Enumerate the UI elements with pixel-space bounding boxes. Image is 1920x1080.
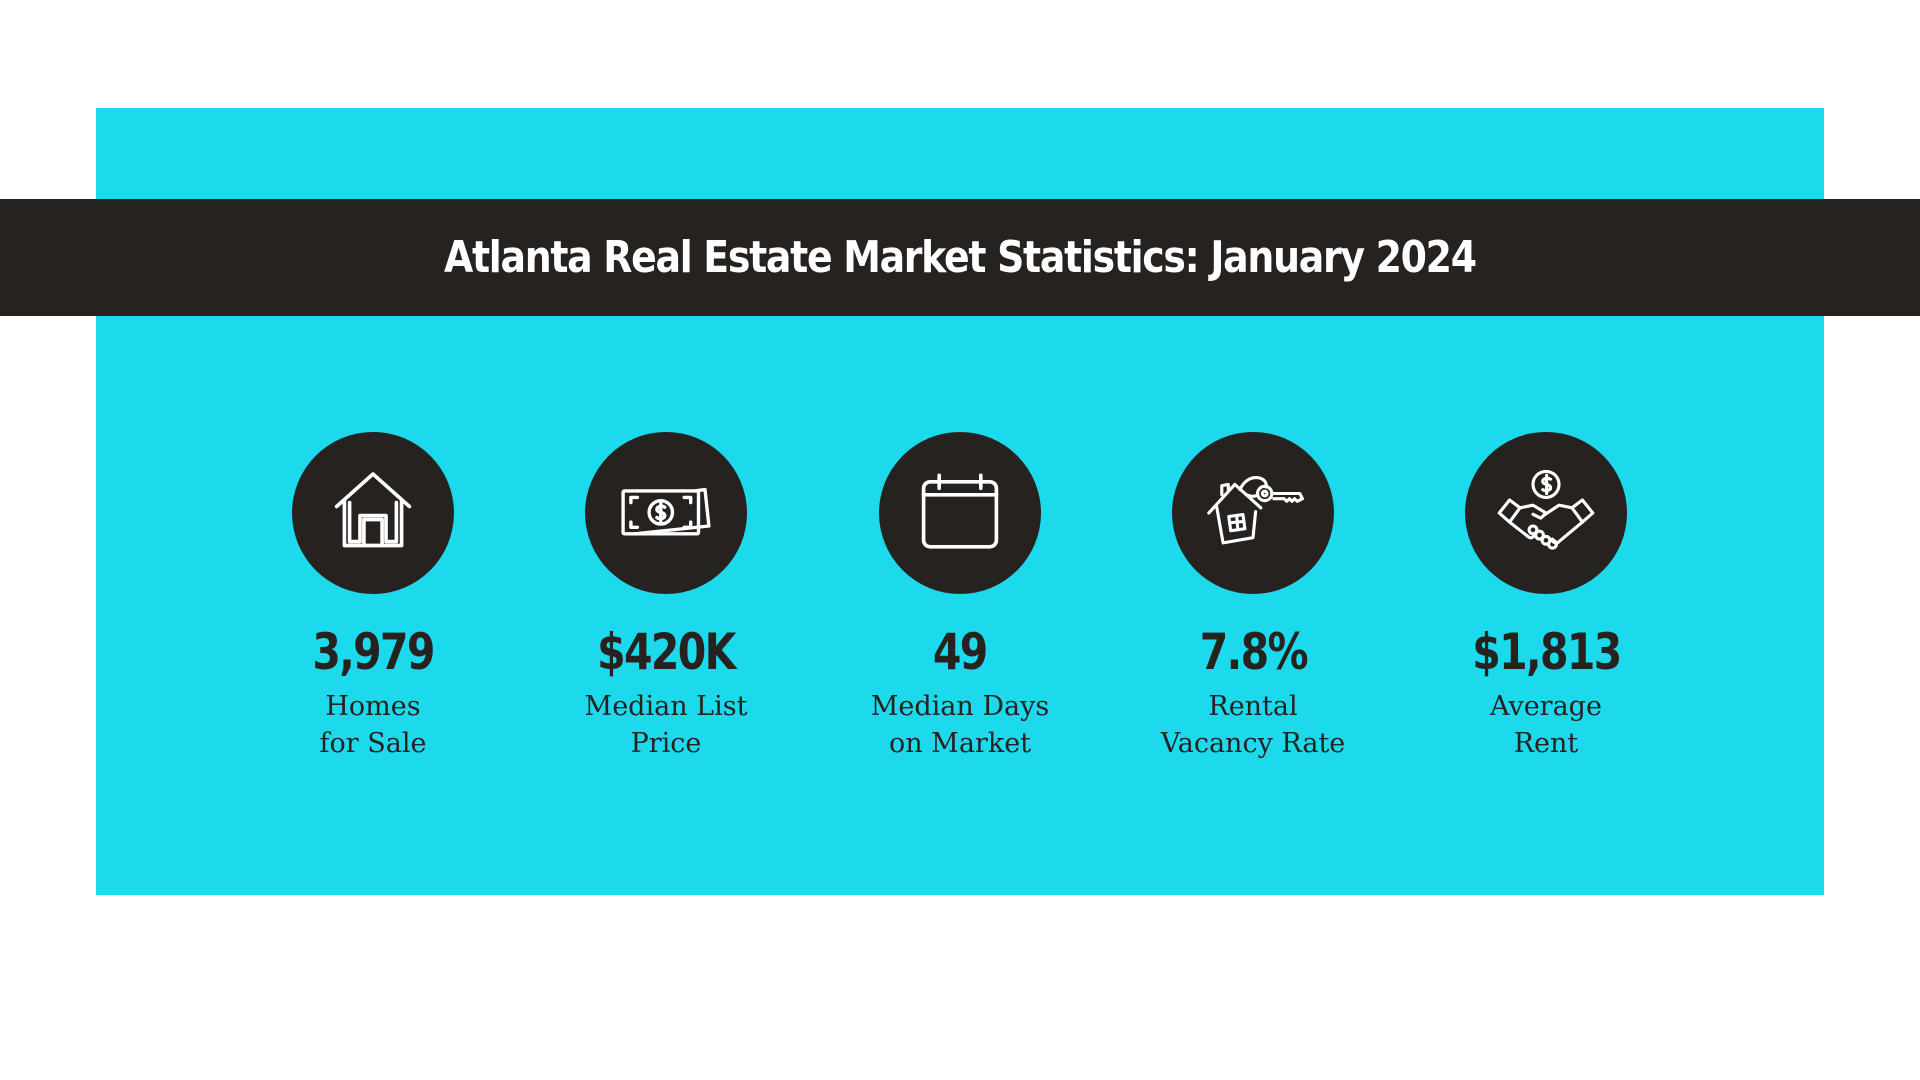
icon-circle xyxy=(1172,432,1334,594)
icon-circle xyxy=(585,432,747,594)
stat-label-line: on Market xyxy=(888,728,1032,759)
house-key-icon xyxy=(1207,476,1304,545)
handshake-dollar-icon xyxy=(1497,469,1595,550)
stat-label-line: Median List xyxy=(584,691,748,722)
stat-value: 7.8% xyxy=(1199,623,1308,681)
stat-label-line: Rent xyxy=(1513,728,1579,759)
stat-label-line: Homes xyxy=(325,691,421,722)
icon-circle xyxy=(879,432,1041,594)
stat-label-line: Median Days xyxy=(870,691,1050,722)
stat-rental-vacancy-rate: 7.8% Rental Vacancy Rate xyxy=(1123,432,1383,762)
stat-label-line: for Sale xyxy=(319,728,427,759)
icon-circle xyxy=(1465,432,1627,594)
stat-value: 49 xyxy=(933,623,988,681)
stat-homes-for-sale: 3,979 Homes for Sale xyxy=(243,432,503,762)
stat-label: Rental Vacancy Rate xyxy=(1161,688,1346,762)
stat-label: Median List Price xyxy=(585,688,748,762)
stat-label-line: Rental xyxy=(1208,691,1298,722)
stat-median-list-price: $420K Median List Price xyxy=(536,432,796,762)
stat-value: $1,813 xyxy=(1471,623,1622,681)
page-title: Atlanta Real Estate Market Statistics: J… xyxy=(444,232,1477,283)
calendar-icon xyxy=(921,473,999,549)
house-icon xyxy=(334,472,412,548)
stat-label-line: Vacancy Rate xyxy=(1160,728,1346,759)
title-banner: Atlanta Real Estate Market Statistics: J… xyxy=(0,199,1920,316)
stat-average-rent: $1,813 Average Rent xyxy=(1416,432,1676,762)
stat-value: 3,979 xyxy=(312,623,435,681)
stat-label-line: Average xyxy=(1490,691,1602,722)
stat-label: Homes for Sale xyxy=(320,688,427,762)
stat-label: Average Rent xyxy=(1490,688,1602,762)
stat-value: $420K xyxy=(597,623,736,681)
money-bills-icon xyxy=(621,487,711,536)
stat-label-line: Price xyxy=(630,728,702,759)
icon-circle xyxy=(292,432,454,594)
stat-label: Median Days on Market xyxy=(871,688,1049,762)
stat-median-days-on-market: 49 Median Days on Market xyxy=(830,432,1090,762)
